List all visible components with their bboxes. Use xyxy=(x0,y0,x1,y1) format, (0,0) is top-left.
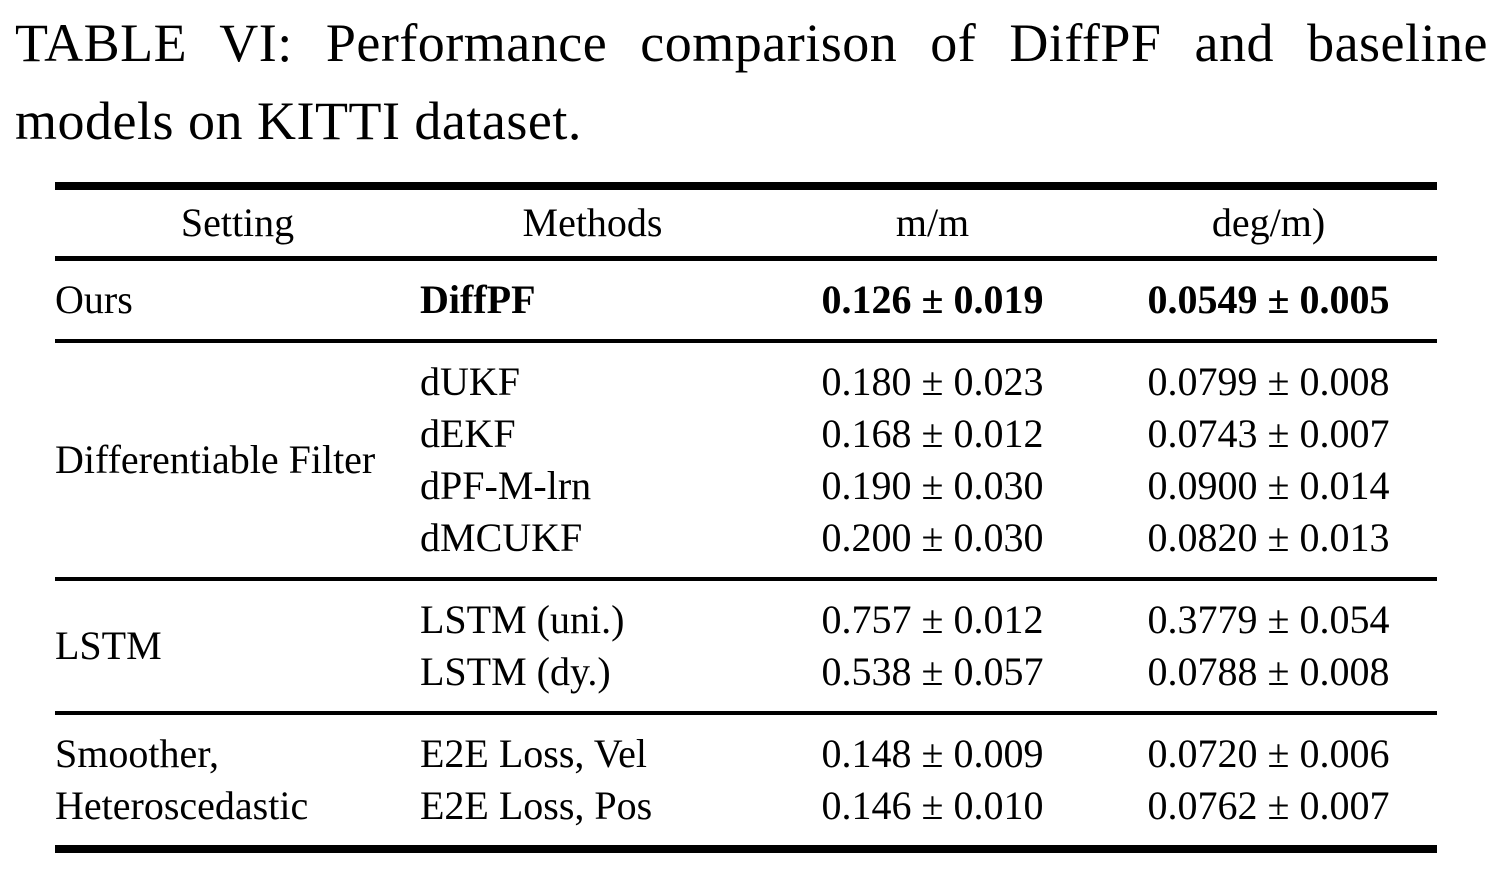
group-differentiable-filter: Differentiable Filter dUKF 0.180 ± 0.023… xyxy=(55,341,1437,579)
performance-table: Setting Methods m/m deg/m) Ours DiffPF 0… xyxy=(55,182,1437,853)
table-row: Ours DiffPF 0.126 ± 0.019 0.0549 ± 0.005 xyxy=(55,258,1437,341)
mm-value-cell: 0.190 ± 0.030 xyxy=(821,462,1044,508)
table-row: Smoother, Heteroscedastic E2E Loss, Vel … xyxy=(55,713,1437,828)
header-mm: m/m xyxy=(765,186,1100,261)
mm-value-cell: 0.148 ± 0.009 xyxy=(821,730,1044,776)
method-cell: LSTM (uni.) xyxy=(420,596,625,642)
method-cell: dUKF xyxy=(420,358,521,404)
group-ours: Ours DiffPF 0.126 ± 0.019 0.0549 ± 0.005 xyxy=(55,258,1437,341)
table-row: dMCUKF 0.200 ± 0.030 0.0820 ± 0.013 xyxy=(55,512,1437,579)
mm-value-cell: 0.126 ± 0.019 xyxy=(821,276,1044,322)
group-smoother-heteroscedastic: Smoother, Heteroscedastic E2E Loss, Vel … xyxy=(55,713,1437,849)
mm-value-cell: 0.168 ± 0.012 xyxy=(821,410,1044,456)
setting-cell: LSTM xyxy=(55,622,162,668)
table-row: dEKF 0.168 ± 0.012 0.0743 ± 0.007 xyxy=(55,408,1437,460)
method-cell: dPF-M-lrn xyxy=(420,462,592,508)
header-degm: deg/m) xyxy=(1100,186,1437,261)
method-cell: E2E Loss, Vel xyxy=(420,730,648,776)
degm-value-cell: 0.3779 ± 0.054 xyxy=(1147,596,1390,642)
mm-value-cell: 0.757 ± 0.012 xyxy=(821,596,1044,642)
table-row: Differentiable Filter dUKF 0.180 ± 0.023… xyxy=(55,341,1437,482)
table-header: Setting Methods m/m deg/m) xyxy=(55,186,1437,261)
method-cell: LSTM (dy.) xyxy=(420,648,611,694)
method-cell: E2E Loss, Pos xyxy=(420,782,653,828)
mm-value-cell: 0.200 ± 0.030 xyxy=(821,514,1044,560)
table-row: E2E Loss, Pos 0.146 ± 0.010 0.0762 ± 0.0… xyxy=(55,780,1437,849)
mm-value-cell: 0.538 ± 0.057 xyxy=(821,648,1044,694)
method-cell: dMCUKF xyxy=(420,514,583,560)
degm-value-cell: 0.0762 ± 0.007 xyxy=(1147,782,1390,828)
table-row: LSTM LSTM (uni.) 0.757 ± 0.012 0.3779 ± … xyxy=(55,579,1437,668)
mm-value-cell: 0.146 ± 0.010 xyxy=(821,782,1044,828)
degm-value-cell: 0.0743 ± 0.007 xyxy=(1147,410,1390,456)
header-row: Setting Methods m/m deg/m) xyxy=(55,186,1437,261)
degm-value-cell: 0.0799 ± 0.008 xyxy=(1147,358,1390,404)
degm-value-cell: 0.0788 ± 0.008 xyxy=(1147,648,1390,694)
table-caption: TABLE VI: Performance comparison of Diff… xyxy=(15,13,1488,151)
degm-value-cell: 0.0720 ± 0.006 xyxy=(1147,730,1390,776)
setting-cell: Smoother, Heteroscedastic xyxy=(55,730,309,828)
header-methods: Methods xyxy=(420,186,765,261)
table-row: dPF-M-lrn 0.190 ± 0.030 0.0900 ± 0.014 xyxy=(55,460,1437,512)
method-cell: DiffPF xyxy=(420,276,536,322)
setting-cell: Differentiable Filter xyxy=(55,436,376,482)
degm-value-cell: 0.0820 ± 0.013 xyxy=(1147,514,1390,560)
setting-cell: Ours xyxy=(55,276,133,322)
mm-value-cell: 0.180 ± 0.023 xyxy=(821,358,1044,404)
method-cell: dEKF xyxy=(420,410,516,456)
table-row: LSTM (dy.) 0.538 ± 0.057 0.0788 ± 0.008 xyxy=(55,646,1437,713)
group-lstm: LSTM LSTM (uni.) 0.757 ± 0.012 0.3779 ± … xyxy=(55,579,1437,713)
degm-value-cell: 0.0549 ± 0.005 xyxy=(1147,276,1390,322)
header-setting: Setting xyxy=(55,186,420,261)
degm-value-cell: 0.0900 ± 0.014 xyxy=(1147,462,1390,508)
